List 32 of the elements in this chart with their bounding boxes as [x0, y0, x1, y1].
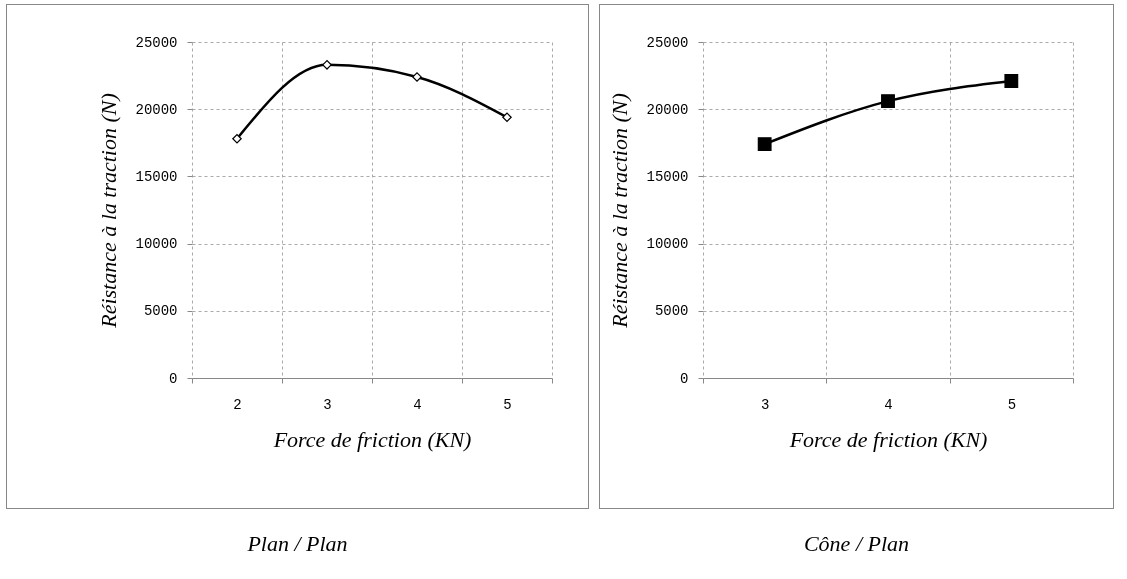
text: Cône / Plan [803, 531, 910, 557]
point [757, 137, 772, 152]
point [322, 60, 332, 70]
x-tick-label: 4 [413, 396, 422, 413]
point [232, 133, 242, 144]
y-tick-label: 10000 [646, 236, 689, 253]
x-tick-label: 3 [323, 396, 332, 413]
x-tick-label: 3 [760, 396, 770, 413]
point [502, 112, 512, 123]
y-tick-label: 0 [169, 370, 178, 387]
point [412, 72, 422, 82]
x-tick-label: 2 [233, 396, 242, 413]
x-tick-label: 5 [1007, 396, 1017, 413]
y-tick-label: 15000 [135, 168, 178, 185]
x-axis-title: Force de friction (KN) [272, 426, 472, 452]
y-tick-label: 20000 [135, 101, 178, 118]
y-tick-label: 5000 [654, 303, 689, 320]
y-tick-label: 5000 [143, 303, 178, 320]
point [1004, 74, 1019, 88]
y-tick-label: 15000 [646, 168, 689, 185]
y-tick-label: 25000 [646, 34, 689, 51]
y-tick-label: 10000 [135, 236, 178, 253]
y-axis-title: Réistance à la traction (N) [607, 93, 633, 329]
y-axis-title: Réistance à la traction (N) [96, 93, 122, 329]
text: Plan / Plan [247, 531, 348, 557]
y-tick-label: 0 [680, 370, 689, 387]
point [881, 94, 895, 109]
x-tick-label: 4 [884, 396, 893, 413]
y-tick-label: 20000 [646, 101, 689, 118]
x-axis-title: Force de friction (KN) [788, 426, 988, 452]
y-tick-label: 25000 [135, 34, 178, 51]
x-tick-label: 5 [503, 396, 512, 413]
